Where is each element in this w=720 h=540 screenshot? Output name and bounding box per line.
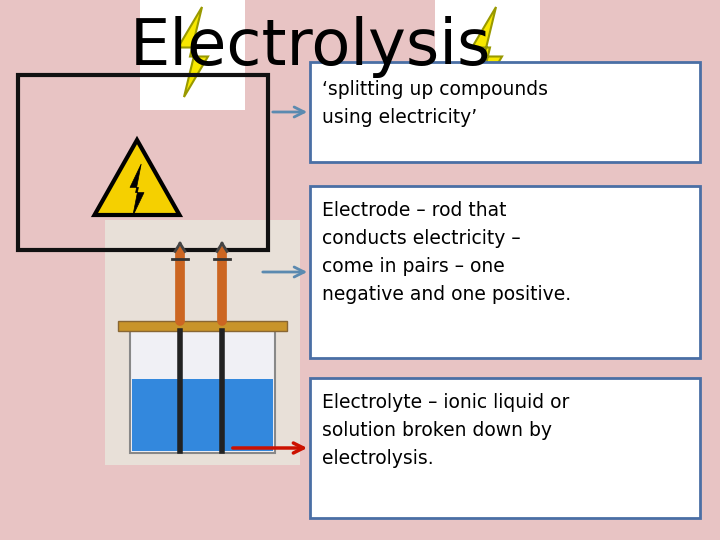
Text: Electrolysis: Electrolysis [130,16,491,78]
Polygon shape [472,7,502,97]
Polygon shape [178,7,208,97]
Polygon shape [130,164,144,216]
Bar [310,186,700,358]
Bar [310,62,700,162]
Bar [435,0,540,110]
Bar [132,379,273,451]
Bar [18,75,268,250]
Bar [105,220,300,465]
Text: ‘splitting up compounds
using electricity’: ‘splitting up compounds using electricit… [322,80,548,127]
Text: Electrolyte – ionic liquid or
solution broken down by
electrolysis.: Electrolyte – ionic liquid or solution b… [322,393,570,468]
Bar [140,0,245,110]
Bar [310,378,700,518]
Bar [130,323,275,453]
Bar [118,321,287,332]
Polygon shape [94,140,179,215]
Text: Electrode – rod that
conducts electricity –
come in pairs – one
negative and one: Electrode – rod that conducts electricit… [322,201,571,304]
